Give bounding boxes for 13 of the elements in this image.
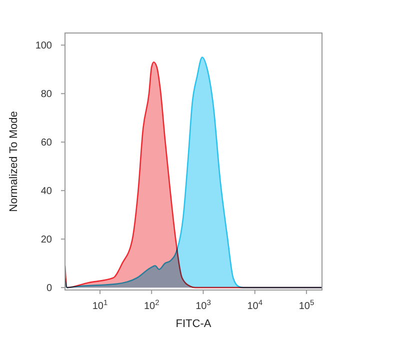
x-axis-title: FITC-A <box>176 318 212 330</box>
x-tick-label: 10$^{4}$ <box>247 298 262 312</box>
y-tick-label: 80 <box>40 89 52 100</box>
x-tick-label: 10$^{3}$ <box>196 298 211 312</box>
y-axis-title: Normalized To Mode <box>8 111 20 212</box>
y-tick-label: 0 <box>46 283 52 294</box>
x-tick-label: 10$^{2}$ <box>144 298 160 312</box>
x-tick-label: 10$^{1}$ <box>92 298 108 312</box>
y-tick-label: 40 <box>40 186 52 198</box>
x-tick-label: 10$^{5}$ <box>298 298 314 312</box>
y-tick-label: 20 <box>40 234 52 246</box>
y-tick-label: 100 <box>35 40 52 52</box>
y-tick-label: 60 <box>40 138 52 149</box>
